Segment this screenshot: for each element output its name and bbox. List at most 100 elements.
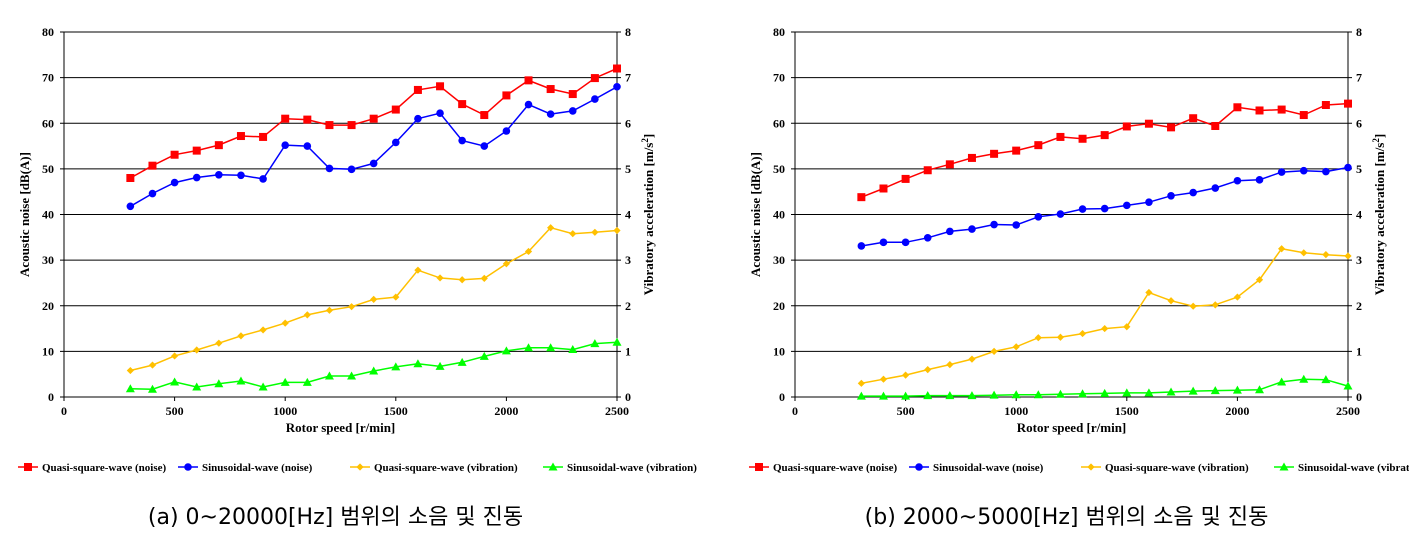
data-point-sine-vibration (612, 337, 622, 346)
data-point-quasi-vibration (347, 303, 356, 311)
data-point-sine-vibration (901, 391, 911, 400)
data-point-sine-noise (546, 110, 555, 118)
data-point-quasi-noise (369, 114, 378, 123)
data-point-sine-noise (1167, 191, 1175, 200)
data-point-sine-vibration (479, 351, 489, 360)
y-tick-label-right: 3 (625, 253, 631, 267)
data-point-quasi-vibration (1012, 343, 1020, 351)
y-tick-label-right: 4 (625, 208, 631, 222)
data-point-quasi-vibration (458, 276, 466, 284)
data-point-quasi-vibration (591, 228, 599, 236)
y-tick-label-right: 7 (1356, 71, 1362, 85)
data-point-quasi-noise (967, 153, 976, 162)
y-tick-label-left: 10 (773, 344, 785, 358)
y-tick-label-right: 6 (1356, 116, 1362, 130)
data-point-sine-noise (1211, 184, 1220, 192)
y-tick-label-right: 0 (1356, 390, 1362, 404)
legend-marker-quasi-noise (755, 463, 763, 471)
data-point-sine-noise (1233, 176, 1242, 185)
y-tick-label-left: 0 (779, 390, 785, 404)
data-point-quasi-vibration (259, 326, 267, 334)
data-point-quasi-vibration (879, 375, 888, 383)
data-point-sine-noise (968, 225, 976, 233)
data-point-sine-noise (613, 82, 621, 91)
data-point-quasi-noise (192, 146, 201, 155)
series-quasi-vibration (126, 224, 621, 375)
series-quasi-vibration (857, 245, 1352, 387)
series-sine-noise (857, 163, 1352, 250)
data-point-quasi-vibration (325, 306, 334, 314)
data-point-sine-noise (879, 238, 888, 247)
data-point-sine-noise (281, 141, 290, 149)
data-point-sine-vibration (1255, 385, 1265, 394)
legend-label: Sinusoidal-wave (vibration) (567, 462, 697, 474)
x-tick-label: 2500 (1336, 404, 1360, 418)
data-point-quasi-vibration (392, 293, 400, 301)
data-point-quasi-noise (148, 161, 157, 170)
data-point-sine-noise (946, 227, 954, 236)
x-tick-label: 2000 (1225, 404, 1249, 418)
data-point-sine-vibration (1078, 389, 1088, 398)
data-point-sine-noise (369, 159, 378, 168)
data-point-quasi-noise (126, 174, 135, 182)
data-point-sine-noise (901, 238, 910, 247)
data-point-quasi-noise (1211, 121, 1220, 130)
data-point-sine-noise (568, 107, 577, 115)
data-point-sine-noise (857, 242, 866, 250)
legend-label: Quasi-square-wave (noise) (42, 462, 166, 474)
data-point-quasi-vibration (1034, 334, 1042, 342)
data-point-sine-noise (1189, 188, 1197, 197)
data-point-sine-vibration (1166, 387, 1176, 396)
y-tick-label-right: 0 (625, 390, 631, 404)
y-tick-label-right: 4 (1356, 208, 1362, 222)
data-point-quasi-vibration (281, 319, 289, 327)
y-axis-label-right: Vibratory acceleration [m/s2] (640, 134, 656, 295)
data-point-quasi-vibration (857, 379, 865, 387)
y-axis-label-left: Acoustic noise [dB(A)] (748, 152, 763, 277)
data-point-quasi-vibration (1300, 249, 1308, 257)
data-point-sine-vibration (1210, 386, 1220, 395)
data-point-quasi-vibration (237, 332, 245, 340)
series-quasi-noise (126, 64, 621, 182)
data-point-sine-noise (1322, 167, 1330, 176)
series-sine-noise (126, 82, 621, 211)
data-point-quasi-noise (281, 114, 290, 123)
legend-marker-sine-noise (184, 463, 192, 471)
data-point-sine-vibration (1232, 385, 1242, 394)
data-point-quasi-noise (923, 166, 932, 175)
x-tick-label: 1000 (273, 404, 297, 418)
data-point-quasi-vibration (1233, 293, 1241, 301)
data-point-sine-vibration (1055, 389, 1065, 398)
data-point-sine-noise (1344, 163, 1352, 172)
data-point-quasi-noise (1255, 106, 1264, 115)
data-point-quasi-noise (480, 111, 489, 120)
data-point-quasi-vibration (924, 366, 932, 374)
data-point-sine-noise (436, 109, 444, 118)
y-tick-label-left: 40 (42, 208, 54, 222)
data-point-sine-noise (347, 165, 356, 174)
data-point-sine-noise (215, 171, 223, 179)
y-tick-label-right: 1 (1356, 344, 1362, 358)
data-point-sine-noise (259, 175, 267, 183)
data-point-sine-vibration (125, 384, 135, 393)
data-point-quasi-vibration (436, 274, 444, 282)
data-point-sine-vibration (1011, 390, 1021, 399)
legend-marker-sine-vibration (1279, 462, 1289, 471)
data-point-quasi-noise (546, 85, 555, 94)
y-tick-label-left: 30 (773, 253, 785, 267)
data-point-sine-noise (458, 136, 466, 145)
data-point-sine-vibration (280, 377, 290, 386)
y-tick-label-right: 1 (625, 344, 631, 358)
data-point-sine-vibration (1144, 388, 1154, 397)
data-point-quasi-noise (1233, 103, 1242, 112)
legend: Quasi-square-wave (noise) Sinusoidal-wave… (749, 462, 1409, 474)
data-point-quasi-vibration (1123, 323, 1131, 331)
data-point-quasi-noise (568, 90, 577, 99)
data-point-sine-noise (1056, 210, 1065, 218)
figure-caption: (a) 0~20000[Hz] 범위의 소음 및 진동 (148, 505, 523, 530)
data-point-sine-vibration (214, 379, 224, 388)
data-point-sine-vibration (501, 346, 511, 355)
data-point-sine-noise (414, 114, 422, 123)
